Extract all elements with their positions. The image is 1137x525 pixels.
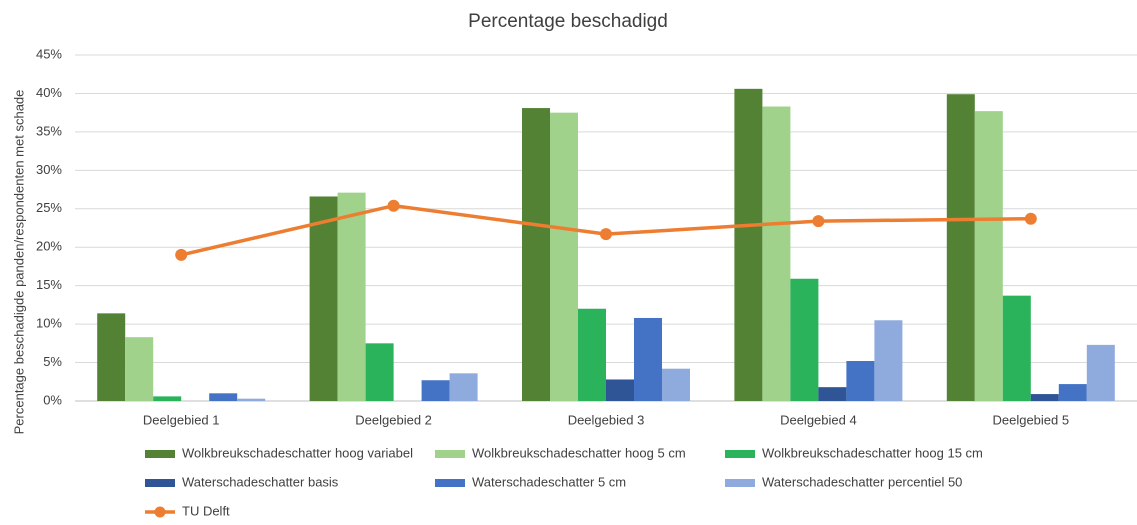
bar — [818, 387, 847, 401]
chart-title: Percentage beschadigd — [468, 11, 668, 32]
y-tick-label: 10% — [36, 316, 62, 331]
bar — [974, 111, 1003, 401]
legend-label: TU Delft — [182, 503, 230, 518]
bar — [606, 379, 634, 401]
bar — [946, 94, 975, 402]
legend-label: Wolkbreukschadeschatter hoog 5 cm — [472, 445, 686, 460]
bar — [237, 398, 266, 401]
bar — [125, 337, 154, 401]
legend-swatch — [725, 450, 755, 458]
bar — [1030, 394, 1059, 401]
x-tick-label: Deelgebied 3 — [568, 412, 645, 427]
bar — [337, 192, 366, 401]
legend-swatch — [145, 479, 175, 487]
bar — [762, 106, 791, 401]
bar — [449, 373, 478, 401]
legend-swatch — [435, 479, 465, 487]
line-marker — [600, 228, 612, 241]
x-tick-label: Deelgebied 2 — [355, 412, 432, 427]
legend-swatch — [725, 479, 755, 487]
y-axis-label: Percentage beschadigde panden/respondent… — [11, 90, 26, 435]
legend-swatch — [435, 450, 465, 458]
legend-label: Wolkbreukschadeschatter hoog 15 cm — [762, 445, 983, 460]
line-marker — [1024, 212, 1037, 225]
bar — [846, 361, 875, 401]
bar — [1002, 295, 1031, 401]
y-tick-label: 15% — [36, 277, 62, 292]
bar — [550, 112, 578, 402]
line-marker — [175, 248, 188, 261]
bar — [522, 108, 550, 401]
y-tick-label: 0% — [43, 392, 62, 407]
y-tick-label: 40% — [36, 85, 62, 100]
bar — [209, 393, 238, 401]
bar — [153, 396, 182, 401]
y-tick-label: 35% — [36, 123, 62, 138]
legend-label: Waterschadeschatter percentiel 50 — [762, 474, 962, 489]
line-marker — [387, 199, 400, 212]
line-marker — [812, 215, 825, 228]
y-tick-label: 45% — [36, 46, 62, 61]
y-tick-label: 25% — [36, 200, 62, 215]
bar — [578, 308, 606, 401]
bar — [734, 88, 763, 401]
legend-swatch — [145, 450, 175, 458]
bar — [309, 196, 338, 401]
bar — [790, 278, 819, 401]
x-tick-label: Deelgebied 1 — [143, 412, 220, 427]
bar — [874, 320, 903, 401]
y-tick-label: 30% — [36, 162, 62, 177]
bar — [97, 313, 126, 401]
y-tick-label: 5% — [43, 354, 62, 369]
bar — [1086, 344, 1115, 401]
bar — [662, 368, 690, 401]
bar — [421, 380, 450, 401]
bar — [634, 317, 662, 401]
legend-swatch — [154, 506, 166, 518]
bar — [1058, 384, 1087, 401]
x-tick-label: Deelgebied 5 — [992, 412, 1069, 427]
y-tick-label: 20% — [36, 239, 62, 254]
legend-label: Waterschadeschatter 5 cm — [472, 474, 626, 489]
legend-label: Wolkbreukschadeschatter hoog variabel — [182, 445, 413, 460]
legend-label: Waterschadeschatter basis — [182, 474, 339, 489]
bar — [365, 343, 394, 401]
x-tick-label: Deelgebied 4 — [780, 412, 857, 427]
